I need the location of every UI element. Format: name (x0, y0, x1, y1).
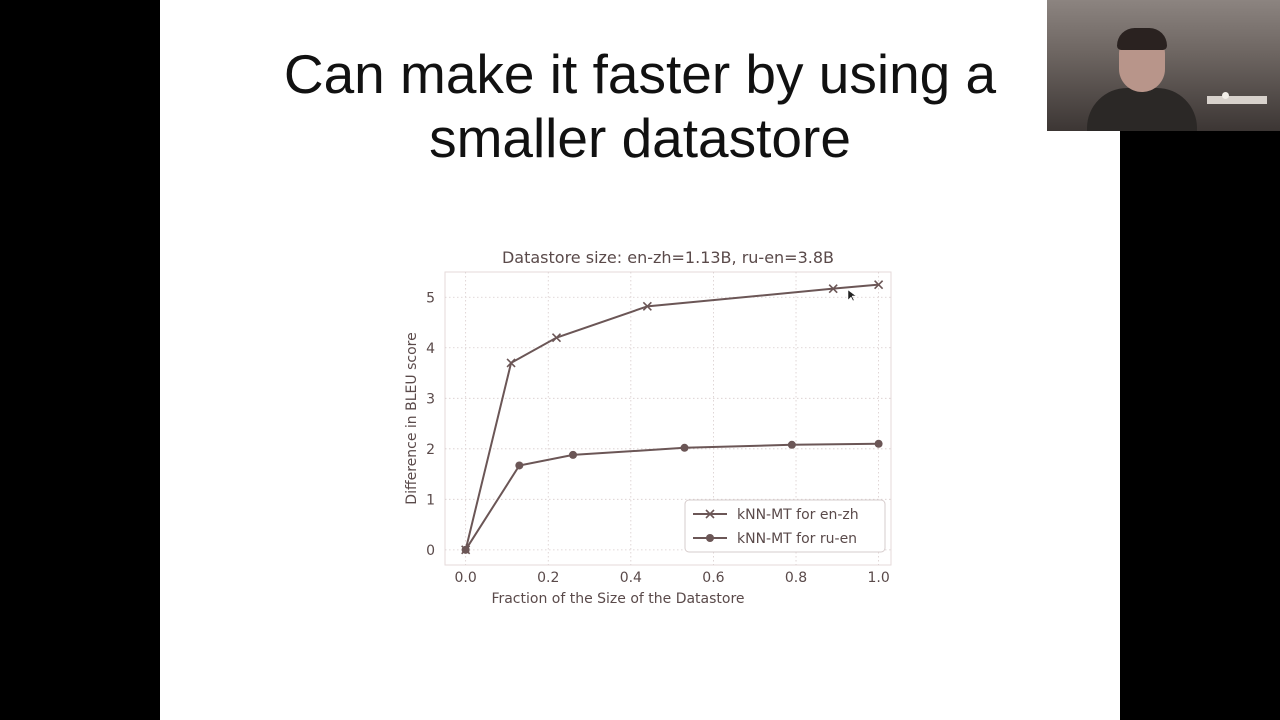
legend-box (684, 499, 886, 553)
legend-x-marker (705, 509, 715, 519)
y-tick-label: 4 (426, 341, 435, 357)
data-point-x-marker (874, 280, 884, 290)
marker-stroke (642, 301, 652, 311)
x-axis-label: Fraction of the Size of the Datastore (491, 591, 744, 607)
presenter-hair (1117, 28, 1167, 50)
data-point-circle-marker (569, 450, 578, 459)
marker-stroke (874, 280, 884, 290)
mouse-cursor-icon (847, 289, 857, 302)
legend-label: kNN-MT for en-zh (737, 507, 859, 523)
data-point-circle-marker (680, 443, 689, 452)
data-point-circle-marker (874, 439, 883, 448)
plot-frame (444, 271, 892, 566)
y-axis-label: Difference in BLEU score (404, 332, 420, 504)
data-point-x-marker (642, 301, 652, 311)
x-tick-label: 0.4 (620, 570, 642, 586)
x-tick-label: 0.2 (537, 570, 559, 586)
marker-stroke (551, 333, 562, 343)
webcam-background-light (1222, 92, 1229, 99)
x-tick-label: 0.6 (702, 570, 724, 586)
legend-circle-marker (706, 534, 714, 542)
slide-title-line-2: smaller datastore (429, 107, 851, 169)
y-tick-label: 1 (426, 492, 435, 508)
y-tick-label: 0 (426, 543, 435, 559)
chart-title: Datastore size: en-zh=1.13B, ru-en=3.8B (502, 248, 834, 267)
data-point-circle-marker (461, 545, 470, 554)
series-line-2 (464, 442, 879, 551)
slide-title-line-1: Can make it faster by using a (283, 43, 997, 105)
webcam-background-shelf (1207, 96, 1267, 104)
data-point-x-marker (828, 284, 838, 294)
marker-stroke (828, 284, 838, 294)
slide: Can make it faster by using a smaller da… (160, 0, 1120, 720)
x-tick-label: 1.0 (867, 570, 889, 586)
presenter-webcam (1047, 0, 1280, 131)
data-point-circle-marker (515, 461, 524, 470)
x-tick-label: 0.0 (455, 570, 477, 586)
slide-title: Can make it faster by using a smaller da… (160, 42, 1120, 170)
data-point-circle-marker (787, 440, 796, 449)
y-tick-label: 3 (426, 391, 435, 407)
data-point-x-marker (551, 333, 562, 343)
marker-stroke (506, 358, 516, 368)
y-tick-label: 5 (426, 290, 435, 306)
x-tick-label: 0.8 (785, 570, 807, 586)
y-tick-label: 2 (426, 442, 435, 458)
data-point-x-marker (506, 358, 516, 368)
series-line-1 (464, 283, 879, 551)
legend-label: kNN-MT for ru-en (737, 531, 857, 547)
presenter-torso (1087, 88, 1197, 131)
